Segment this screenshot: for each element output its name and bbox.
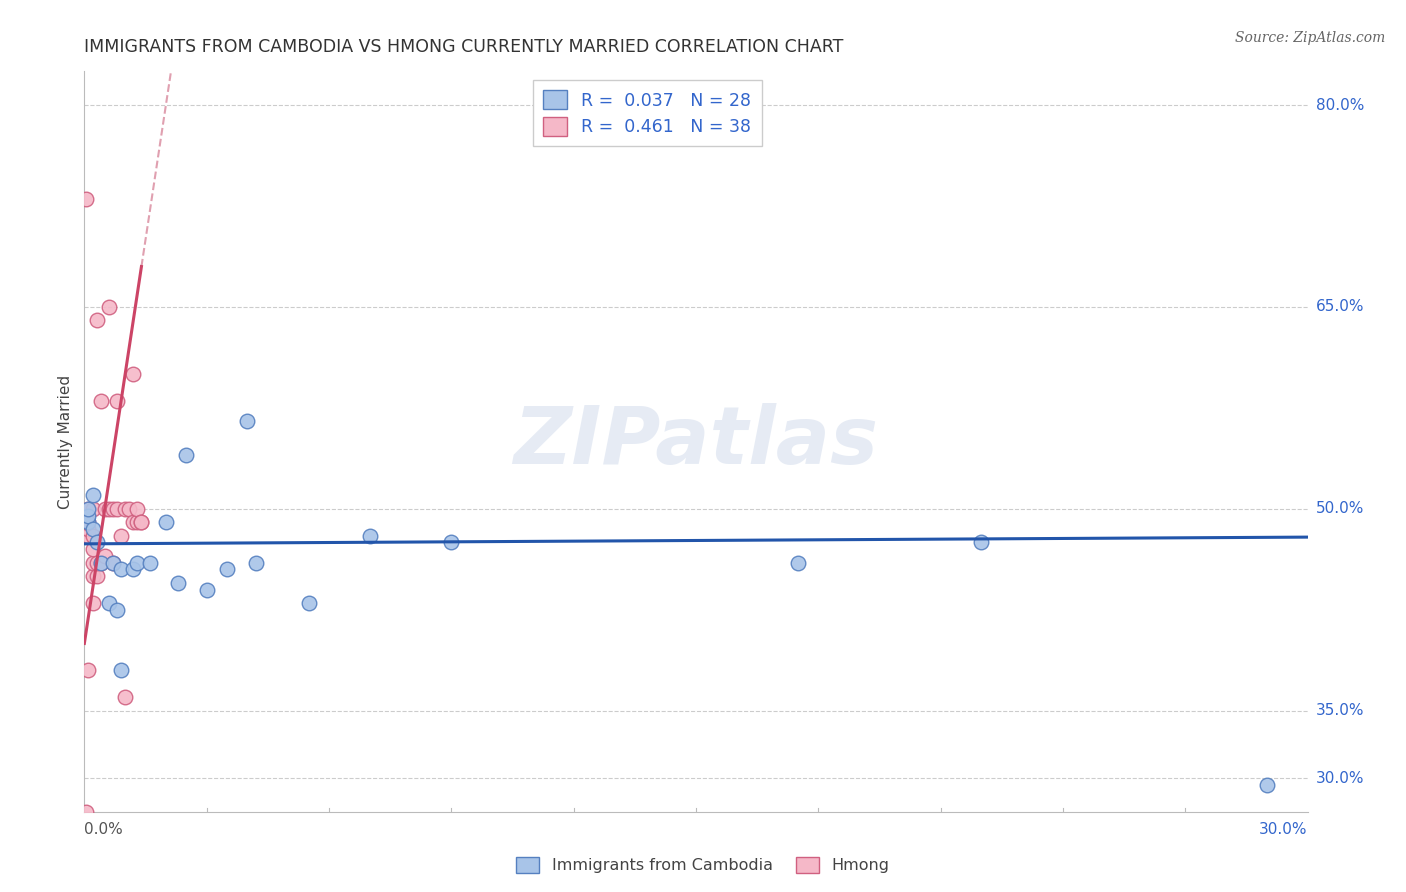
Point [110,529,132,543]
Point [359,529,381,543]
Point [90,394,112,409]
Point [195,582,218,597]
Point [110,562,132,576]
Point [93,549,115,563]
Point [118,501,141,516]
Point [97,501,120,516]
Legend: R =  0.037   N = 28, R =  0.461   N = 38: R = 0.037 N = 28, R = 0.461 N = 38 [533,80,762,146]
Point [77,516,100,530]
Point [114,690,136,705]
Point [127,501,149,516]
Point [93,501,115,516]
Point [245,556,267,570]
Point [86,569,108,583]
Point [82,522,104,536]
Point [127,516,149,530]
Point [101,501,124,516]
Point [75,516,97,530]
Point [122,368,145,382]
Point [298,596,321,610]
Point [82,569,104,583]
Point [167,575,190,590]
Point [75,192,97,206]
Point [76,664,98,678]
Point [86,535,108,549]
Point [82,596,104,610]
Point [217,562,239,576]
Point [122,562,145,576]
Point [77,516,100,530]
Point [97,596,120,610]
Point [90,556,112,570]
Point [86,556,108,570]
Text: 65.0%: 65.0% [1316,300,1364,314]
Point [110,664,132,678]
Point [82,542,104,557]
Point [77,508,100,523]
Point [101,556,124,570]
Point [105,394,128,409]
Point [77,501,100,516]
Point [105,603,128,617]
Point [1256,778,1278,792]
Y-axis label: Currently Married: Currently Married [58,375,73,508]
Legend: Immigrants from Cambodia, Hmong: Immigrants from Cambodia, Hmong [510,850,896,880]
Point [75,516,97,530]
Point [131,516,153,530]
Text: 30.0%: 30.0% [1260,822,1308,838]
Point [82,488,104,502]
Point [90,556,112,570]
Text: 80.0%: 80.0% [1316,97,1364,112]
Point [970,535,993,549]
Text: 35.0%: 35.0% [1316,703,1364,718]
Point [787,556,810,570]
Point [77,522,100,536]
Point [82,529,104,543]
Point [440,535,463,549]
Point [105,501,128,516]
Point [82,501,104,516]
Point [236,414,259,428]
Point [131,516,153,530]
Text: ZIPatlas: ZIPatlas [513,402,879,481]
Text: 30.0%: 30.0% [1316,771,1364,786]
Point [77,501,100,516]
Point [122,516,145,530]
Point [155,516,177,530]
Point [138,556,160,570]
Text: 0.0%: 0.0% [84,822,124,838]
Text: Source: ZipAtlas.com: Source: ZipAtlas.com [1234,31,1385,45]
Point [82,556,104,570]
Point [86,313,108,327]
Point [114,501,136,516]
Point [75,805,97,819]
Point [77,529,100,543]
Text: IMMIGRANTS FROM CAMBODIA VS HMONG CURRENTLY MARRIED CORRELATION CHART: IMMIGRANTS FROM CAMBODIA VS HMONG CURREN… [84,38,844,56]
Point [174,448,197,462]
Point [97,300,120,314]
Point [101,556,124,570]
Point [127,556,149,570]
Text: 50.0%: 50.0% [1316,501,1364,516]
